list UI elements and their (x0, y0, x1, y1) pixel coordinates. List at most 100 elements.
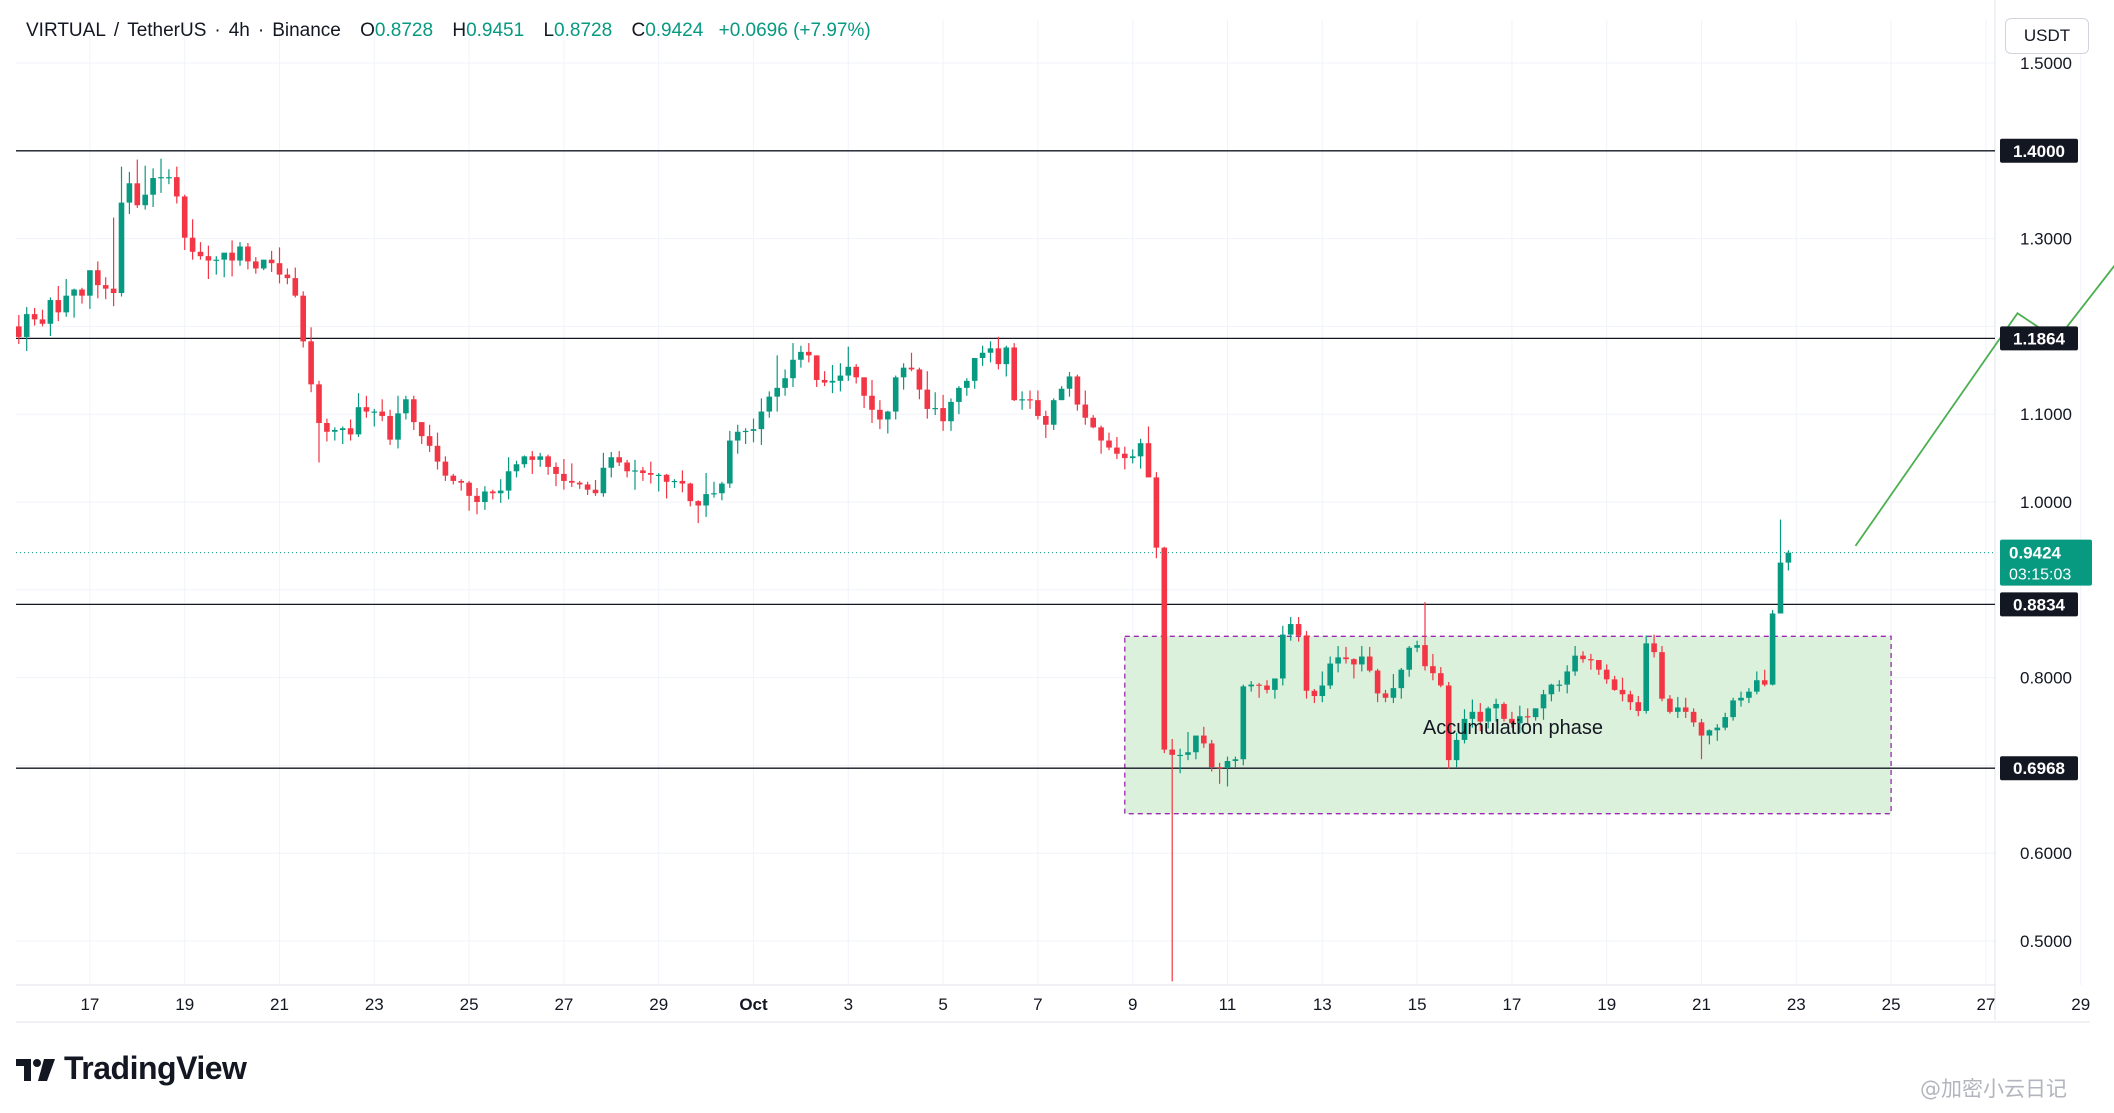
candle-body (600, 467, 607, 494)
candle-body (1114, 447, 1120, 454)
candle-body (979, 352, 986, 359)
candle-body (166, 177, 172, 179)
candle-body (1082, 404, 1089, 418)
brand-name: TradingView (64, 1050, 247, 1086)
candle-body (371, 411, 378, 413)
candle-body (545, 456, 551, 467)
candle-body (1137, 443, 1144, 457)
timeframe[interactable]: 4h (228, 20, 250, 41)
candle-body (347, 428, 354, 435)
candle-body (1327, 663, 1333, 686)
high-label: H (452, 20, 467, 41)
candle-body (687, 483, 694, 502)
candle-body (1145, 443, 1152, 478)
chart-grid (16, 0, 2090, 1023)
candle-body (1524, 716, 1531, 718)
candle-body (1019, 399, 1025, 401)
candle-body (1659, 652, 1665, 699)
candle-body (1777, 562, 1784, 614)
candle-body (16, 326, 22, 337)
candle-body (758, 411, 765, 430)
candle-body (790, 359, 796, 379)
candle-body (363, 407, 370, 412)
candle-body (213, 259, 220, 261)
candle-body (284, 274, 291, 279)
candle-body (1129, 456, 1136, 459)
high-value: 0.9451 (466, 20, 525, 41)
accumulation-zone-box[interactable] (1124, 635, 1892, 815)
candle-body (1382, 693, 1389, 698)
candle-body (1422, 645, 1428, 667)
candle-body (774, 387, 780, 397)
candle-body (1698, 722, 1705, 736)
candle-body (134, 183, 141, 206)
symbol-header[interactable]: VIRTUAL / TetherUS · 4h · Binance O0.8728 H0.9… (26, 20, 871, 41)
accumulation-zone[interactable] (1124, 635, 1892, 815)
time-tick-label: 27 (1976, 995, 1995, 1014)
time-axis[interactable]: 17 19 21 23 25 27 29 Oct 3 5 7 9 11 13 15 17 19 21 23 25 27 2… (80, 995, 2114, 1014)
time-tick-label: 17 (1502, 995, 1521, 1014)
candle-body (1106, 440, 1112, 448)
candle-body (932, 408, 938, 410)
candle-body (23, 314, 30, 337)
candle-body (750, 429, 757, 431)
level-price-label: 0.8834 (2013, 595, 2066, 614)
candle-body (1374, 670, 1381, 694)
candle-body (1453, 739, 1460, 761)
price-tick-label: 1.3000 (2020, 230, 2072, 249)
candle-body (1287, 624, 1294, 635)
candle-body (703, 494, 709, 506)
candle-body (1027, 399, 1033, 401)
candle-body (1398, 669, 1405, 689)
candle-body (900, 367, 907, 378)
candle-body (1003, 347, 1010, 365)
candle-body (1517, 716, 1523, 724)
candle-body (339, 428, 346, 431)
candle-body (1201, 735, 1207, 744)
close-value: 0.9424 (645, 20, 704, 41)
candle-body (1619, 689, 1626, 695)
candle-body (395, 413, 401, 440)
currency-button[interactable]: USDT (2005, 18, 2089, 54)
time-tick-label: 21 (1692, 995, 1711, 1014)
candle-body (1406, 647, 1412, 670)
candle-body (1185, 752, 1191, 755)
candle-body (300, 295, 306, 342)
time-tick-label: 29 (649, 995, 668, 1014)
horizontal-levels[interactable] (16, 150, 1995, 769)
candle-body (845, 366, 852, 376)
candle-body (869, 395, 875, 410)
candle-body (221, 252, 227, 260)
candle-body (1035, 400, 1041, 416)
candle-body (971, 358, 978, 381)
candle-body (1272, 678, 1278, 690)
candle-body (505, 471, 512, 491)
bar-countdown: 03:15:03 (2009, 567, 2071, 584)
candle-body (1153, 477, 1160, 548)
tradingview-logo-icon (16, 1058, 55, 1081)
candle-body (1532, 708, 1539, 718)
candle-body (1611, 679, 1618, 690)
price-tick-label: 1.5000 (2020, 54, 2072, 73)
candle-body (268, 259, 275, 264)
last-price-value: 0.9424 (2009, 544, 2062, 563)
open-label: O (360, 20, 375, 41)
price-axis[interactable]: 0.5000 0.6000 0.8000 1.0000 1.1000 1.3000 1.50… (2020, 54, 2072, 951)
candle-body (1761, 680, 1768, 685)
candle-body (1058, 388, 1065, 401)
candle-body (1588, 659, 1594, 661)
candle-body (1343, 657, 1349, 660)
candle-body (379, 411, 385, 416)
candle-body (1603, 669, 1610, 680)
candle-body (403, 399, 409, 414)
candlestick-series: Accumulation phase (16, 158, 1792, 982)
candle-body (908, 367, 915, 370)
candle-body (940, 408, 946, 422)
candle-body (418, 422, 425, 437)
candle-body (624, 462, 630, 472)
level-price-label: 0.6968 (2013, 759, 2065, 778)
tradingview-logo[interactable]: TradingView (16, 1050, 247, 1087)
level-price-label: 1.4000 (2013, 142, 2065, 161)
candle-body (189, 237, 196, 252)
